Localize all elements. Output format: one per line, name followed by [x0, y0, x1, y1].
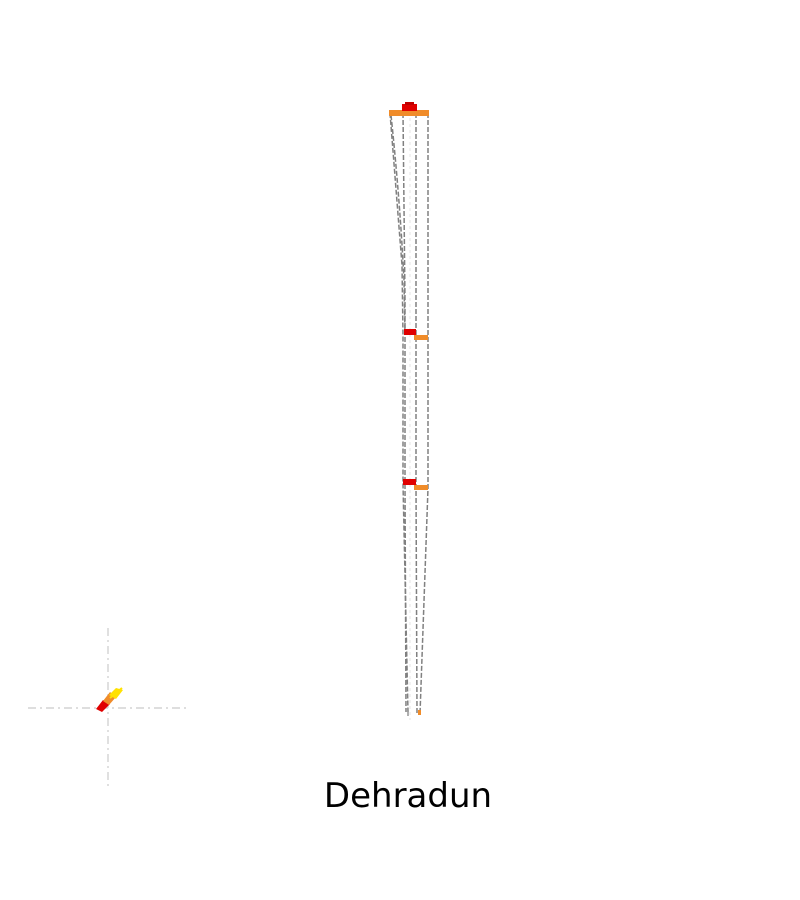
markers-middle [404, 329, 428, 340]
profile-line-inner-left [402, 112, 407, 713]
marker-yellow-stroke [109, 687, 123, 699]
bar-top-orange [389, 110, 429, 116]
markers-top [389, 102, 429, 116]
crosshair-guide [28, 628, 188, 788]
bar-middle-red [404, 329, 416, 335]
profile-line-curve [390, 114, 406, 336]
bar-bottom-orange [418, 710, 421, 715]
bar-middle-orange [414, 335, 428, 340]
bar-top-red-cap [405, 102, 414, 105]
profile-line-outer-left [389, 112, 409, 713]
bar-top-red [402, 104, 417, 111]
location-label: Dehradun [323, 776, 493, 816]
bar-lower-orange [414, 485, 428, 490]
direction-marker [96, 687, 123, 712]
markers-bottom [407, 710, 421, 716]
profile-line-inner-right [415, 113, 418, 715]
profile-line-outer-right [419, 113, 429, 715]
profile-lines [389, 112, 429, 715]
bar-lower-red [403, 479, 416, 485]
markers-lower [403, 479, 428, 490]
bar-bottom-gray [407, 712, 409, 716]
